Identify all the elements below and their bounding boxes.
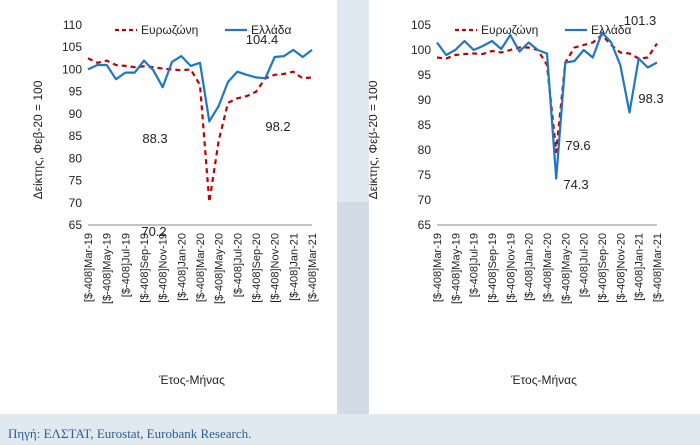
x-tick-label: [$-408]Sep-20 — [251, 233, 263, 303]
y-tick-label: 80 — [69, 151, 83, 165]
legend-label: Ελλάδα — [251, 23, 291, 37]
legend-label: Ευρωζώνη — [141, 23, 198, 37]
x-tick-label: [$-408]Mar-20 — [195, 233, 207, 302]
y-tick-label: 70 — [69, 196, 83, 210]
x-tick-label: [$-408]Jul-20 — [232, 233, 244, 297]
x-tick-label: [$-408]Jan-21 — [288, 233, 300, 301]
y-tick-label: 75 — [69, 174, 83, 188]
left-chart-panel: 65 70 75 80 85 90 95 100 105 110 [$-408]Mar-19 [$-4… — [0, 0, 337, 414]
legend-label: Ευρωζώνη — [481, 23, 538, 37]
y-tick-label: 70 — [418, 193, 432, 207]
data-label: 101.3 — [624, 13, 657, 28]
y-axis-label: Δείκτης, Φεβ-20 = 100 — [31, 80, 45, 199]
x-tick-label: [$-408]Sep-20 — [597, 233, 609, 303]
data-label: 79.6 — [565, 138, 590, 153]
y-axis-label: Δείκτης, Φεβ-20 = 100 — [369, 80, 380, 199]
legend-label: Ελλάδα — [591, 23, 631, 37]
x-tick-label: [$-408]Nov-20 — [615, 233, 627, 303]
x-tick-label: [$-408]Mar-19 — [432, 233, 444, 302]
y-tick-label: 105 — [411, 18, 431, 32]
y-tick-label: 65 — [418, 218, 432, 232]
y-tick-label: 85 — [69, 129, 83, 143]
data-label: 104.4 — [246, 32, 279, 47]
x-tick-label: [$-408]Jul-20 — [579, 233, 591, 297]
left-chart: 65 70 75 80 85 90 95 100 105 110 [$-408]Mar-19 [$-4… — [31, 18, 319, 387]
x-tick-label: [$-408]Jan-20 — [176, 233, 188, 301]
x-axis-label: Έτος-Μήνας — [158, 373, 225, 387]
x-tick-label: [$-408]May-20 — [214, 233, 226, 304]
series-line-eurozone — [87, 57, 313, 203]
y-tick-label: 85 — [418, 118, 432, 132]
background-band — [337, 202, 369, 414]
right-chart: 65 70 75 80 85 90 95 100 105 [$-408]Mar-19 [$-408]… — [369, 13, 664, 387]
y-tick-label: 95 — [69, 85, 83, 99]
x-tick-label: [$-408]Mar-21 — [652, 233, 664, 302]
x-tick-label: [$-408]Mar-20 — [542, 233, 554, 302]
x-tick-label: [$-408]May-19 — [450, 233, 462, 304]
x-tick-label: [$-408]Jul-19 — [469, 233, 481, 297]
x-tick-label: [$-408]Jan-21 — [634, 233, 646, 301]
x-tick-label: [$-408]May-20 — [560, 233, 572, 304]
y-tick-label: 105 — [62, 40, 82, 54]
x-tick-label: [$-408]Nov-19 — [158, 233, 170, 303]
data-label: 98.2 — [265, 119, 290, 134]
y-tick-label: 100 — [62, 62, 82, 76]
series-line-greece — [436, 31, 658, 180]
x-tick-label: [$-408]Mar-19 — [83, 233, 95, 302]
y-tick-label: 80 — [418, 143, 432, 157]
x-tick-label: [$-408]Sep-19 — [487, 233, 499, 303]
y-tick-label: 90 — [69, 107, 83, 121]
series-line-greece — [87, 48, 313, 123]
y-tick-label: 110 — [63, 18, 82, 32]
y-tick-label: 65 — [69, 218, 83, 232]
x-tick-label: [$-408]Jul-19 — [120, 233, 132, 297]
x-tick-label: [$-408]Jan-20 — [524, 233, 536, 301]
y-tick-label: 100 — [411, 43, 431, 57]
data-label: 70.2 — [141, 224, 166, 239]
right-chart-panel: 65 70 75 80 85 90 95 100 105 [$-408]Mar-19 [$-408]… — [369, 0, 700, 414]
source-note: Πηγή: ΕΛΣΤΑΤ, Eurostat, Eurobank Researc… — [8, 426, 252, 441]
x-tick-label: [$-408]Nov-19 — [505, 233, 517, 303]
x-tick-label: [$-408]Sep-19 — [139, 233, 151, 303]
data-label: 98.3 — [638, 91, 663, 106]
y-tick-label: 75 — [418, 168, 432, 182]
data-label: 74.3 — [563, 177, 588, 192]
data-label: 88.3 — [142, 131, 167, 146]
x-axis-label: Έτος-Μήνας — [510, 373, 577, 387]
x-tick-label: [$-408]May-19 — [102, 233, 114, 304]
x-tick-label: [$-408]Nov-20 — [270, 233, 282, 303]
y-tick-label: 90 — [418, 93, 432, 107]
y-tick-label: 95 — [418, 68, 432, 82]
x-tick-label: [$-408]Mar-21 — [307, 233, 319, 302]
